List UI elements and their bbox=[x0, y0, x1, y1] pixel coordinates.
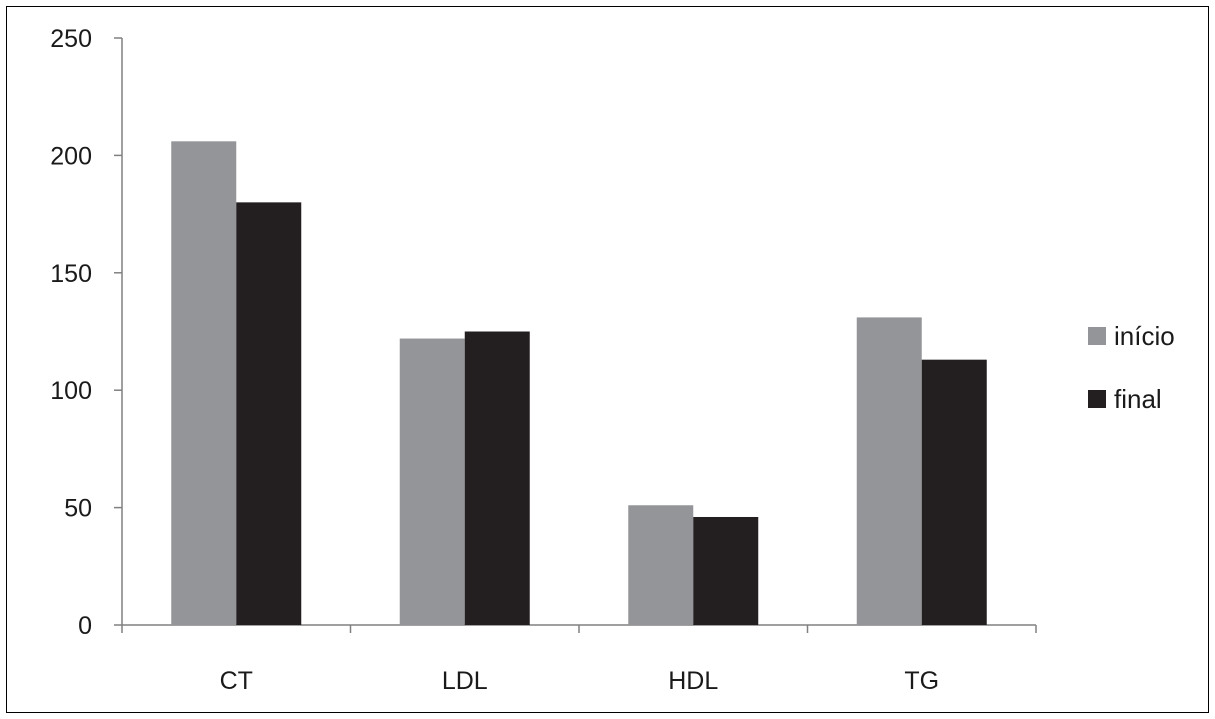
y-tick-label: 150 bbox=[50, 260, 92, 288]
y-tick-label: 50 bbox=[64, 495, 92, 523]
y-tick-label: 0 bbox=[78, 612, 92, 640]
x-axis: CT LDL HDL TG bbox=[121, 624, 1037, 695]
bar-ldl-final bbox=[464, 331, 530, 625]
legend-label-inicio: início bbox=[1114, 321, 1175, 351]
y-tick-label: 200 bbox=[50, 142, 92, 170]
y-axis: 0 50 100 150 200 250 bbox=[50, 25, 123, 640]
legend-swatch-inicio bbox=[1088, 327, 1106, 345]
legend-swatch-final bbox=[1088, 390, 1106, 408]
x-tick-label: LDL bbox=[442, 667, 488, 695]
bar-ldl-inicio bbox=[399, 338, 465, 625]
bars bbox=[171, 141, 987, 626]
bar-tg-inicio bbox=[856, 317, 922, 625]
y-tick-label: 250 bbox=[50, 25, 92, 53]
bar-ct-inicio bbox=[171, 141, 237, 625]
y-tick-label: 100 bbox=[50, 377, 92, 405]
x-tick-label: HDL bbox=[668, 667, 718, 695]
legend-label-final: final bbox=[1114, 384, 1162, 414]
x-tick-label: TG bbox=[904, 667, 939, 695]
bar-tg-final bbox=[921, 359, 987, 625]
bar-hdl-inicio bbox=[628, 505, 694, 625]
x-tick-label: CT bbox=[220, 667, 253, 695]
legend: início final bbox=[1088, 321, 1175, 414]
bar-hdl-final bbox=[693, 516, 759, 625]
bar-ct-final bbox=[236, 202, 302, 626]
